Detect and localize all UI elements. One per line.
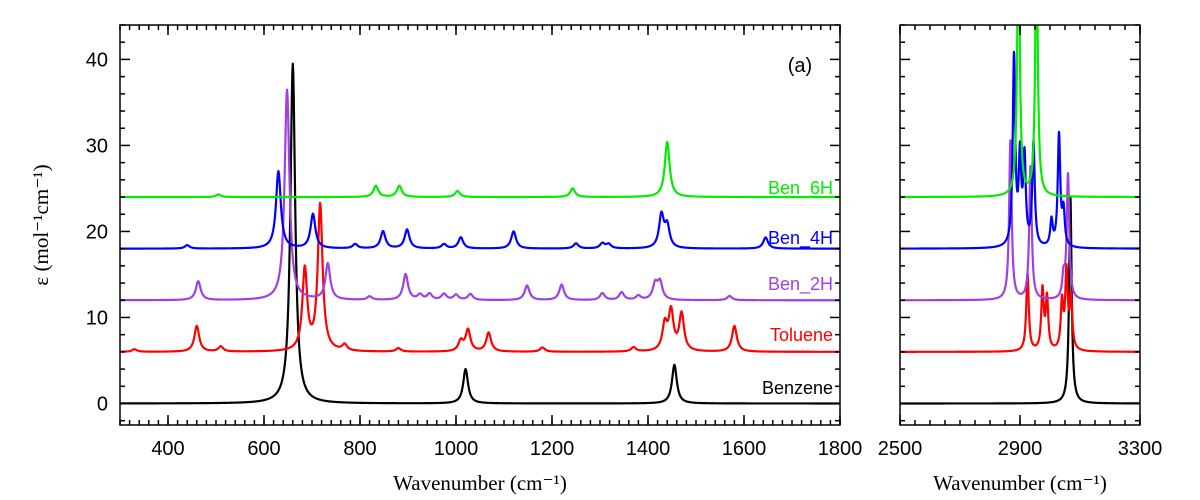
panel-label: (a) <box>788 55 812 77</box>
x-tick-label: 1200 <box>530 438 575 460</box>
x-tick-label: 1400 <box>626 438 671 460</box>
y-tick-label: 20 <box>86 221 108 243</box>
x-tick-label: 1000 <box>434 438 479 460</box>
x-tick-label: 3300 <box>1118 438 1163 460</box>
series-line-toluene <box>900 262 1140 353</box>
y-tick-label: 30 <box>86 135 108 157</box>
y-axis-title: ε (mol⁻¹cm⁻¹) <box>29 164 53 285</box>
right-panel-frame <box>899 24 1141 426</box>
right-panel-curves <box>900 25 1140 405</box>
y-tick-label: 10 <box>86 307 108 329</box>
x-tick-label: 2900 <box>998 438 1043 460</box>
x-tick-label: 400 <box>151 438 184 460</box>
series-label-ben2h: Ben_2H <box>768 274 833 295</box>
left-panel-frame <box>119 24 841 426</box>
series-label-ben6h: Ben_6H <box>768 178 833 199</box>
series-line-toluene <box>120 201 840 353</box>
series-line-ben-2h <box>120 88 840 302</box>
series-label-ben4h: Ben_4H <box>768 228 833 249</box>
y-tick-label: 0 <box>97 393 108 415</box>
series-line-ben-6h <box>120 140 840 199</box>
x-tick-label: 1600 <box>722 438 767 460</box>
series-line-ben-4h <box>120 169 840 250</box>
series-line-benzene <box>900 195 1140 405</box>
x-tick-label: 1800 <box>818 438 863 460</box>
x-tick-label: 2500 <box>878 438 923 460</box>
series-label-benzene: Benzene <box>762 378 833 398</box>
series-line-ben-2h <box>900 139 1140 302</box>
series-line-ben-4h <box>900 50 1140 250</box>
y-tick-label: 40 <box>86 49 108 71</box>
series-line-benzene <box>120 62 840 405</box>
left-panel-ticks: 400 600 800 1000 1200 1400 1600 1800 0 10 20 30 40 <box>86 24 863 460</box>
x-tick-label: 800 <box>343 438 376 460</box>
x-tick-label: 600 <box>247 438 280 460</box>
left-panel: 400 600 800 1000 1200 1400 1600 1800 0 10 20 30 40 (… <box>29 24 863 495</box>
right-x-axis-title: Wavenumber (cm⁻¹) <box>933 471 1107 495</box>
series-labels: Ben_6H Ben_4H Ben_2H Toluene Benzene <box>762 178 833 398</box>
series-line-ben-6h <box>900 25 1140 199</box>
right-panel: 2500 2900 3300 Wavenumber (cm⁻¹) <box>878 24 1163 495</box>
left-x-axis-title: Wavenumber (cm⁻¹) <box>393 471 567 495</box>
series-label-toluene: Toluene <box>770 325 833 345</box>
left-panel-curves <box>120 62 840 405</box>
